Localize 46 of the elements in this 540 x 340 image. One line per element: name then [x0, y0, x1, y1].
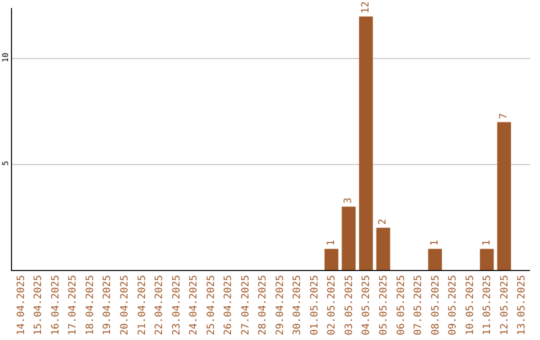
- data-label: 12: [360, 1, 372, 14]
- x-tick-label: 30.04.2025: [292, 275, 304, 336]
- x-tick-label: 04.05.2025: [361, 275, 372, 336]
- x-tick-label: 03.05.2025: [344, 275, 355, 336]
- bar: [342, 206, 356, 270]
- y-tick-label: 10: [0, 52, 10, 62]
- x-tick-label: 05.05.2025: [378, 275, 390, 336]
- data-label: 1: [326, 240, 337, 246]
- x-tick-label: 29.04.2025: [274, 275, 286, 336]
- x-tick-label: 08.05.2025: [430, 275, 442, 336]
- x-tick-label: 11.05.2025: [482, 275, 494, 336]
- x-tick-label: 02.05.2025: [326, 275, 338, 336]
- x-tick-label: 20.04.2025: [119, 275, 130, 336]
- data-label: 7: [498, 113, 510, 120]
- x-tick-label: 14.04.2025: [16, 275, 27, 336]
- bar: [359, 16, 373, 270]
- x-tick-label: 27.04.2025: [240, 275, 252, 336]
- x-tick-label: 13.05.2025: [516, 275, 528, 336]
- x-tick-label: 22.04.2025: [154, 275, 166, 336]
- x-tick-label: 10.05.2025: [464, 275, 476, 336]
- x-tick-label: 16.04.2025: [50, 275, 62, 336]
- y-tick-label: 5: [0, 160, 10, 166]
- bar: [324, 248, 338, 270]
- x-tick-label: 15.04.2025: [33, 275, 44, 336]
- x-tick-label: 28.04.2025: [258, 275, 269, 336]
- data-label: 2: [378, 218, 389, 225]
- x-tick-label: 01.05.2025: [309, 275, 320, 336]
- x-tick-label: 07.05.2025: [413, 275, 424, 336]
- x-tick-label: 26.04.2025: [223, 275, 234, 336]
- x-tick-label: 24.04.2025: [188, 275, 200, 336]
- x-tick-label: 17.04.2025: [68, 275, 79, 336]
- bar: [480, 248, 494, 270]
- x-tick-label: 12.05.2025: [499, 275, 510, 336]
- data-label: 1: [481, 240, 492, 246]
- x-tick-label: 19.04.2025: [102, 275, 114, 336]
- bar: [376, 228, 390, 270]
- x-tick-label: 09.05.2025: [448, 275, 459, 336]
- x-tick-label: 21.04.2025: [136, 275, 148, 336]
- x-tick-label: 25.04.2025: [206, 275, 217, 336]
- data-label: 3: [343, 198, 354, 204]
- bar: [497, 122, 512, 270]
- data-label: 1: [430, 240, 441, 246]
- x-tick-label: 06.05.2025: [396, 275, 407, 336]
- bar: [428, 248, 442, 270]
- x-tick-label: 23.04.2025: [171, 275, 182, 336]
- x-tick-label: 18.04.2025: [84, 275, 96, 336]
